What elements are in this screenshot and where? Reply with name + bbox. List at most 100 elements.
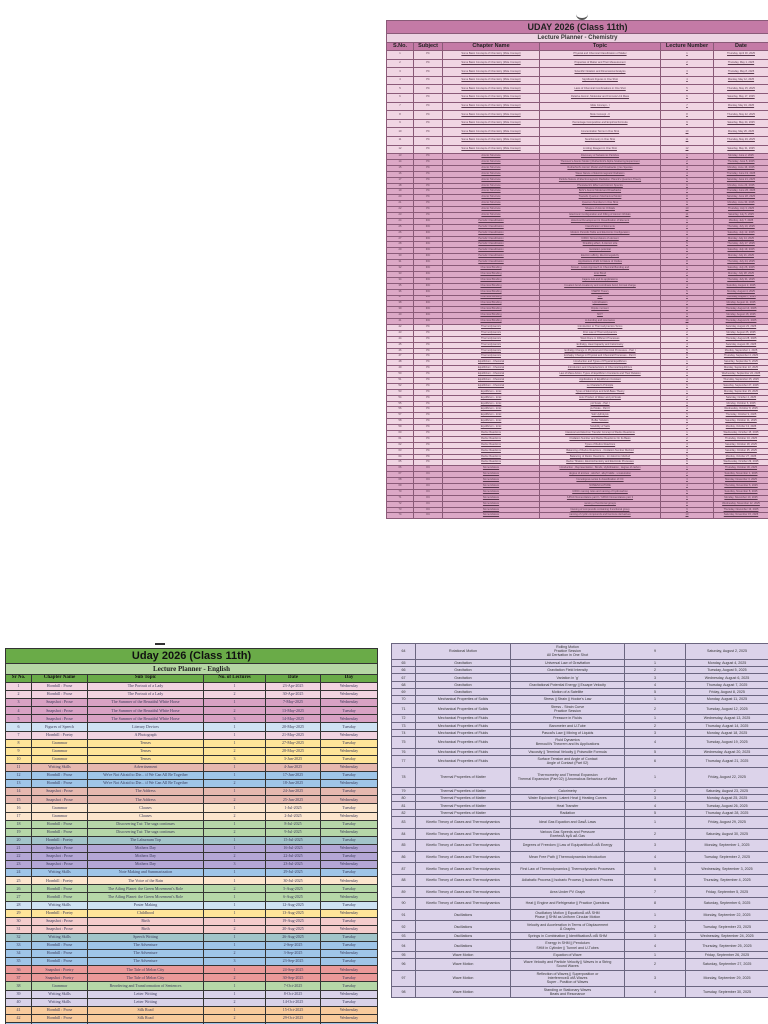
cell-chapter: Thermal Properties of Matter <box>415 766 511 788</box>
cell-date: 13-May-2025 <box>265 706 321 716</box>
table-row: 42 Hornbill : Prose Silk Road 2 29-Oct-2025 W… <box>5 1013 379 1023</box>
cell-sr-no: 1 <box>5 681 32 692</box>
table-row: 20 PC Atomic Structure Towards Quantum Mech… <box>386 194 768 202</box>
table-row: 30 Snapshot : Prose Birth 1 19-Aug-2025 Tuesd… <box>5 916 379 926</box>
cell-sno: 81 <box>391 801 416 810</box>
cell-chapter-name: Writing Skills <box>31 997 88 1007</box>
table-row: 23 PC Atomic Structure Electronic Configura… <box>386 212 768 219</box>
cell-date: Saturday, November 15, 2025 <box>713 512 768 520</box>
cell-chapter: Some Basic Concepts of Chemistry (Mole C… <box>442 144 540 155</box>
cell-lecture-number: 4 <box>624 736 686 749</box>
cell-no-of-lectures: 1 <box>203 932 266 943</box>
cell-day: Wednesday <box>319 811 379 821</box>
table-row: 84 Kinetic Theory of Gases and Thermodyna… <box>391 827 768 841</box>
cell-topic: Wave Velocity and Particle Velocity || W… <box>510 958 625 971</box>
table-row: 25 IOC Periodic Classification Classificati… <box>386 223 768 231</box>
cell-sub-topic: Tenses <box>87 754 204 764</box>
table-row: 68 Gravitation Gravitational Potential Ene… <box>391 680 768 690</box>
cell-chapter: Kinetic Theory of Gases and Thermodynami… <box>415 827 511 841</box>
table-row: 7 Hornbill : Poetry A Photograph 1 21-May-20… <box>5 730 379 740</box>
table-row: 65 Gravitation Universal Law of Gravitatio… <box>391 658 768 668</box>
cell-sub-topic: The Summer of the Beautiful White Horse <box>87 714 204 724</box>
cell-sno: 76 <box>391 747 416 757</box>
cell-sno: 11 <box>386 135 414 146</box>
cell-sno: 88 <box>391 874 416 887</box>
cell-sub-topic: The Ailing Planet: the Green Movement's … <box>87 884 204 894</box>
table-row: 19 PC Atomic Structure Bohr's Atomic Model … <box>386 188 768 196</box>
cell-no-of-lectures: 2 <box>203 924 266 934</box>
cell-chapter: Gravitation <box>415 658 511 668</box>
cell-sub-topic: Silk Road <box>87 1013 204 1023</box>
cell-sub-topic: The Address <box>87 795 204 805</box>
cell-sno: 96 <box>391 958 416 971</box>
cell-chapter-name: Snapshot : Prose <box>31 714 88 724</box>
cell-chapter: Some Basic Concepts of Chemistry (Mole C… <box>442 58 540 69</box>
cell-topic: Pascal's Law || Mixing of Liquids <box>510 728 625 738</box>
cell-chapter: Thermal Properties of Matter <box>415 794 511 803</box>
cell-sr-no: 20 <box>5 835 32 845</box>
cell-day: Tuesday <box>319 835 379 845</box>
cell-chapter-name: Snapshot : Poetry <box>31 973 88 983</box>
table-row: 2 PC Some Basic Concepts of Chemistry (Mol… <box>386 58 768 69</box>
cell-day: Wednesday <box>319 827 379 837</box>
collapse-handle-icon <box>5 640 377 648</box>
cell-chapter-name: Hornbill : Prose <box>31 681 88 692</box>
cell-sr-no: 23 <box>5 860 32 870</box>
cell-sub-topic: Letter Writing <box>87 997 204 1007</box>
cell-chapter-name: Hornbill : Prose <box>31 819 88 829</box>
cell-date: 16-Jul-2025 <box>265 843 321 853</box>
cell-topic: Percentage Composition and Empirical For… <box>539 118 661 129</box>
cell-chapter: Some Basic Concepts of Chemistry (Mole C… <box>442 118 540 129</box>
cell-lecture-number: 3 <box>624 728 686 738</box>
cell-chapter-name: Grammar <box>31 746 88 756</box>
cell-sno: 93 <box>391 931 416 941</box>
chemistry-subtitle: Lecture Planner - Chemistry <box>386 33 768 43</box>
cell-date: 28-May-2025 <box>265 746 321 756</box>
cell-sno: 83 <box>391 816 416 829</box>
cell-chapter: Oscillations <box>415 931 511 941</box>
cell-chapter-name: Hornbill : Prose <box>31 690 88 700</box>
cell-chapter: Mechanical Properties of Fluids <box>415 755 511 768</box>
cell-chapter: Mechanical Properties of Fluids <box>415 721 511 730</box>
cell-date: 30-Sep-2025 <box>265 973 321 983</box>
table-row: 5 Snapshot : Prose The Summer of the Beaut… <box>5 714 379 724</box>
cell-lecture-number: 3 <box>624 839 686 852</box>
english-subtitle: Lecture Planner - English <box>4 663 379 675</box>
cell-chapter-name: Hornbill : Poetry <box>31 908 88 918</box>
table-row: 92 Oscillations Velocity and Acceleration … <box>391 920 768 933</box>
table-row: 74 Mechanical Properties of Fluids Pascal'… <box>391 728 768 738</box>
table-row: 98 Wave Motion Standing or Stationary Wave… <box>391 985 768 999</box>
cell-no-of-lectures: 1 <box>203 965 266 975</box>
cell-topic: Universal Law of Gravitation <box>510 658 625 668</box>
cell-no-of-lectures: 1 <box>203 803 266 813</box>
cell-lecture-number: 4 <box>624 680 686 690</box>
table-row: 15 PC Atomic Structure Rutherford's Atomic … <box>386 164 768 172</box>
cell-chapter-name: Grammar <box>31 803 88 813</box>
cell-sr-no: 32 <box>5 932 32 943</box>
table-row: 66 Gravitation Gravitation Field Intensity… <box>391 666 768 675</box>
cell-no-of-lectures: 3 <box>203 714 266 724</box>
cell-chapter: Thermal Properties of Matter <box>415 801 511 810</box>
cell-no-of-lectures: 2 <box>203 851 266 862</box>
cell-chapter: Some Basic Concepts of Chemistry (Mole C… <box>442 92 540 103</box>
cell-topic: Concentration Terms in One Shot <box>539 127 661 137</box>
cell-chapter: Gravitation <box>415 680 511 690</box>
cell-sub-topic: Advertisement <box>87 762 204 773</box>
cell-sub-topic: The Adventure <box>87 940 204 951</box>
cell-sno: 94 <box>391 939 416 952</box>
col-header-sub-topic: Sub Topic <box>87 674 204 683</box>
cell-lecture-number: 7 <box>624 885 686 899</box>
cell-date: 22-Jul-2025 <box>265 851 321 862</box>
cell-sr-no: 15 <box>5 795 32 805</box>
cell-topic: Various Gas Speeds and Pressure ExertedÂ… <box>510 827 625 841</box>
cell-topic: Rolling Motion Practice Session All Deri… <box>510 643 625 660</box>
cell-topic: Stoichiometry in One Shot <box>539 135 661 146</box>
col-header-subject: Subject <box>413 42 443 51</box>
cell-sno: 89 <box>391 885 416 899</box>
cell-no-of-lectures: 2 <box>203 997 266 1007</box>
table-row: 18 PC Atomic Structure Photoelectric Effect… <box>386 182 768 190</box>
table-row: 40 Writing Skills Letter Writing 2 14-Oct-20… <box>5 997 379 1007</box>
cell-lecture-number: 3 <box>624 931 686 941</box>
cell-date: 29-Jul-2025 <box>265 868 321 878</box>
cell-day: Wednesday <box>319 690 379 700</box>
